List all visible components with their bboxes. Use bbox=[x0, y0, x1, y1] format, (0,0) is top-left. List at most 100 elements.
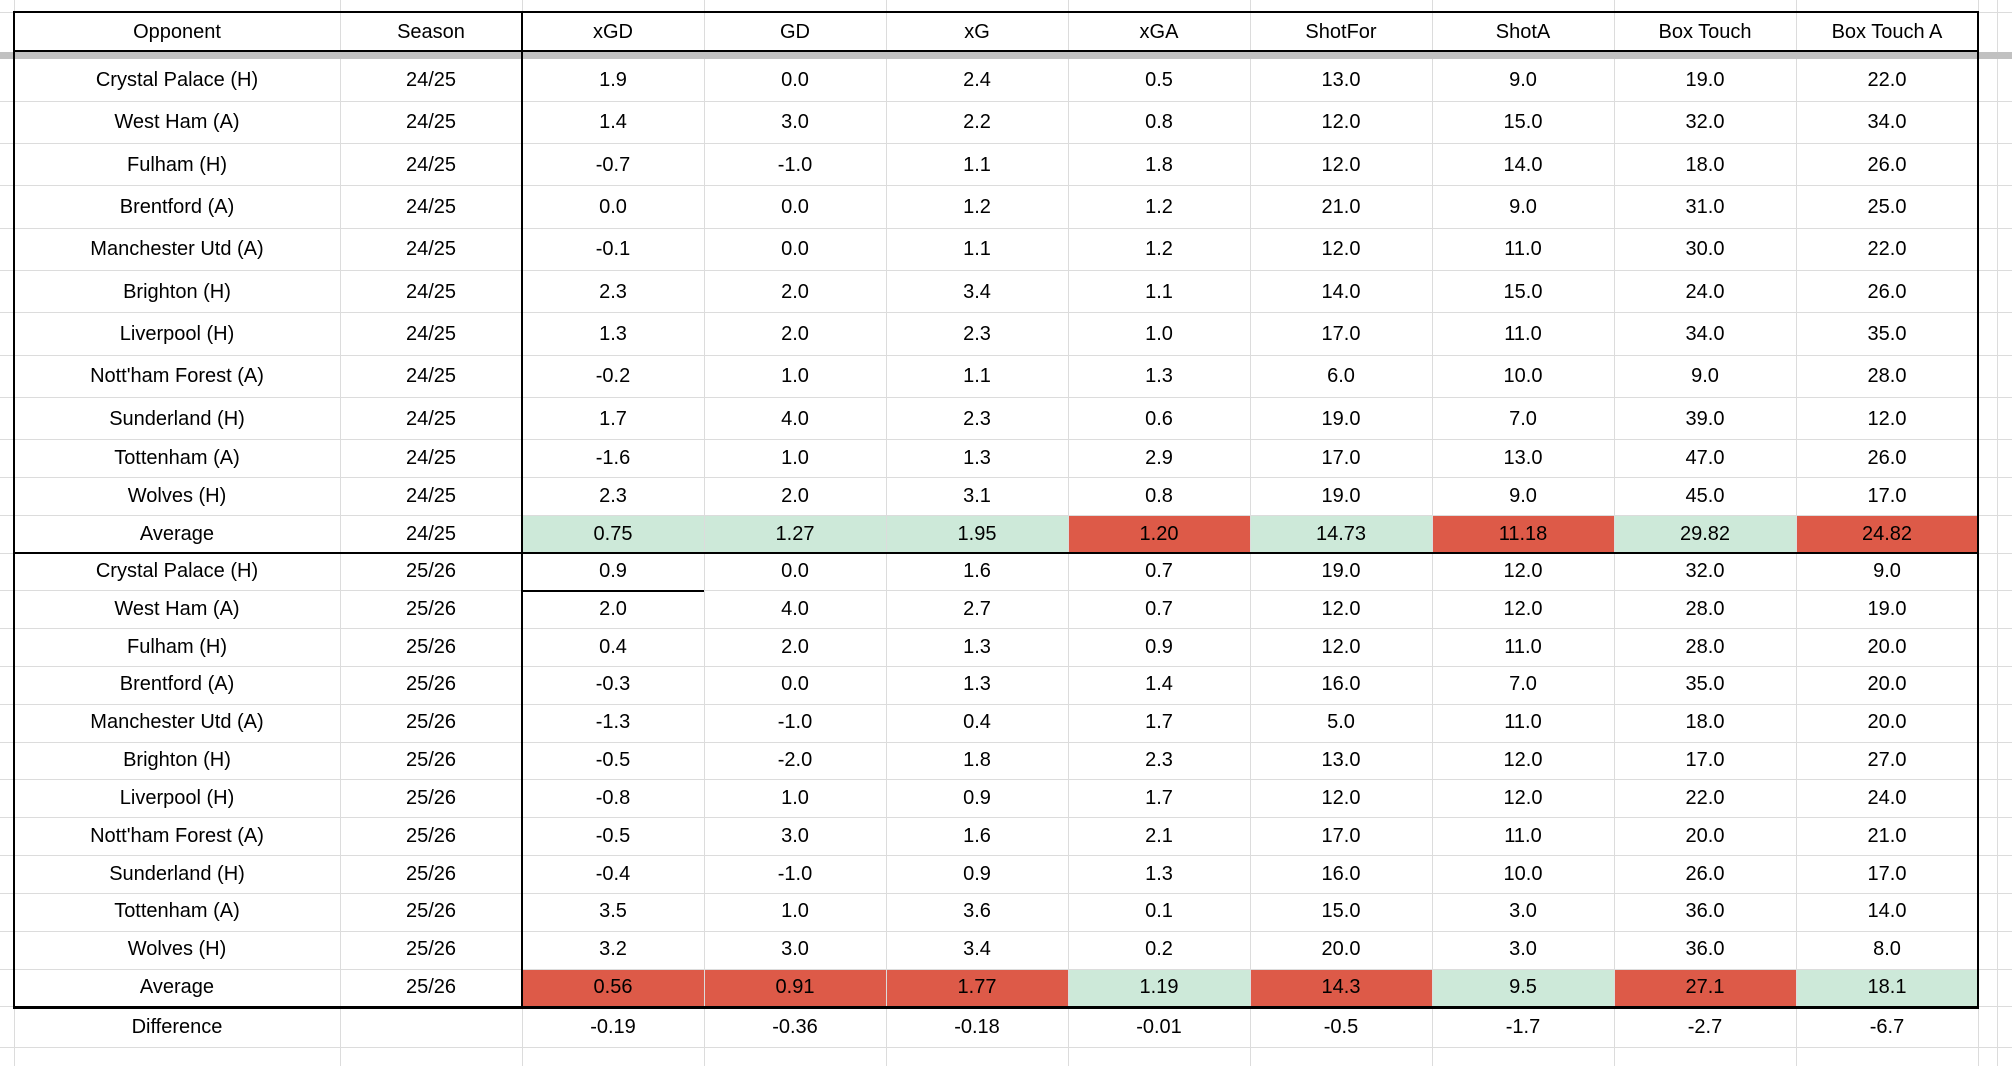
cell-value[interactable]: -1.3 bbox=[595, 711, 631, 734]
cell-value[interactable]: 17.0 bbox=[1867, 485, 1907, 507]
cell-value[interactable]: 3.4 bbox=[963, 280, 991, 303]
cell-value[interactable]: 0.56 bbox=[593, 976, 633, 999]
cell-value[interactable]: 14.0 bbox=[1321, 280, 1361, 303]
cell-value[interactable]: 26.0 bbox=[1867, 280, 1907, 303]
cell-value[interactable]: 2.3 bbox=[1145, 749, 1173, 772]
cell-season[interactable]: 25/26 bbox=[405, 900, 457, 923]
cell-value[interactable]: 12.0 bbox=[1503, 560, 1543, 582]
cell-season[interactable]: 24/25 bbox=[405, 447, 457, 469]
cell-season[interactable]: 24/25 bbox=[405, 407, 457, 430]
cell-value[interactable]: 22.0 bbox=[1867, 69, 1907, 91]
cell-value[interactable]: 3.2 bbox=[599, 938, 627, 961]
cell-value[interactable]: 21.0 bbox=[1867, 824, 1907, 847]
cell-opponent[interactable]: Tottenham (A) bbox=[114, 447, 240, 469]
cell-opponent[interactable]: Average bbox=[139, 523, 215, 545]
cell-value[interactable]: 9.5 bbox=[1509, 976, 1537, 999]
cell-value[interactable]: 2.0 bbox=[599, 597, 627, 620]
cell-value[interactable]: 12.0 bbox=[1321, 597, 1361, 620]
cell-value[interactable]: 20.0 bbox=[1867, 673, 1907, 696]
cell-value[interactable]: 0.4 bbox=[599, 635, 627, 658]
cell-value[interactable]: 4.0 bbox=[781, 407, 809, 430]
cell-value[interactable]: 9.0 bbox=[1691, 365, 1719, 388]
cell-season[interactable]: 24/25 bbox=[405, 238, 457, 261]
cell-value[interactable]: 12.0 bbox=[1321, 635, 1361, 658]
cell-value[interactable]: 34.0 bbox=[1685, 322, 1725, 345]
cell-value[interactable]: 1.7 bbox=[599, 407, 627, 430]
cell-opponent[interactable]: Crystal Palace (H) bbox=[95, 560, 259, 582]
cell-value[interactable]: 11.18 bbox=[1498, 523, 1548, 545]
cell-opponent[interactable]: Brentford (A) bbox=[119, 673, 235, 696]
cell-value[interactable]: 12.0 bbox=[1503, 786, 1543, 809]
cell-value[interactable]: 5.0 bbox=[1327, 711, 1355, 734]
cell-opponent[interactable]: Manchester Utd (A) bbox=[90, 711, 264, 734]
cell-value[interactable]: 1.0 bbox=[1145, 322, 1173, 345]
cell-value[interactable]: 10.0 bbox=[1503, 862, 1543, 885]
cell-value[interactable]: 1.4 bbox=[599, 111, 627, 134]
cell-value[interactable]: 0.6 bbox=[1145, 407, 1173, 430]
cell-value[interactable]: 24.0 bbox=[1867, 786, 1907, 809]
cell-value[interactable]: 39.0 bbox=[1685, 407, 1725, 430]
cell-season[interactable]: 24/25 bbox=[405, 322, 457, 345]
cell-value[interactable]: 19.0 bbox=[1867, 597, 1907, 620]
cell-value[interactable]: 3.5 bbox=[599, 900, 627, 923]
cell-value[interactable]: 11.0 bbox=[1504, 238, 1542, 261]
cell-value[interactable]: -1.0 bbox=[777, 711, 813, 734]
cell-value[interactable]: 0.1 bbox=[1145, 900, 1173, 923]
cell-value[interactable]: 0.9 bbox=[1145, 635, 1173, 658]
cell-value[interactable]: 24.0 bbox=[1685, 280, 1725, 303]
cell-opponent[interactable]: Liverpool (H) bbox=[119, 322, 235, 345]
cell-season[interactable]: 24/25 bbox=[405, 365, 457, 388]
cell-value[interactable]: -0.19 bbox=[590, 1016, 636, 1038]
cell-value[interactable]: 0.0 bbox=[781, 238, 809, 261]
cell-value[interactable]: 2.0 bbox=[781, 635, 809, 658]
cell-value[interactable]: 20.0 bbox=[1867, 635, 1907, 658]
cell-value[interactable]: 14.0 bbox=[1503, 153, 1543, 176]
cell-value[interactable]: 2.1 bbox=[1145, 824, 1173, 847]
cell-opponent[interactable]: Difference bbox=[131, 1016, 223, 1038]
cell-value[interactable]: 1.1 bbox=[963, 238, 991, 261]
cell-value[interactable]: 0.9 bbox=[963, 862, 991, 885]
cell-value[interactable]: 9.0 bbox=[1509, 485, 1537, 507]
cell-value[interactable]: 16.0 bbox=[1321, 862, 1361, 885]
cell-value[interactable]: 2.0 bbox=[781, 485, 809, 507]
cell-opponent[interactable]: Brighton (H) bbox=[123, 749, 231, 772]
cell-value[interactable]: 1.1 bbox=[963, 365, 991, 388]
cell-value[interactable]: 8.0 bbox=[1873, 938, 1901, 961]
cell-value[interactable]: 2.0 bbox=[781, 322, 809, 345]
cell-value[interactable]: 3.0 bbox=[781, 824, 809, 847]
cell-value[interactable]: 0.75 bbox=[593, 523, 633, 545]
cell-value[interactable]: 28.0 bbox=[1685, 597, 1725, 620]
cell-value[interactable]: 1.77 bbox=[957, 976, 997, 999]
cell-value[interactable]: 36.0 bbox=[1685, 900, 1725, 923]
cell-season[interactable]: 24/25 bbox=[405, 111, 457, 134]
cell-value[interactable]: 1.95 bbox=[957, 523, 997, 545]
column-header[interactable]: xG bbox=[964, 21, 990, 43]
cell-value[interactable]: 2.4 bbox=[963, 69, 991, 91]
cell-value[interactable]: -0.5 bbox=[595, 749, 631, 772]
cell-value[interactable]: 14.3 bbox=[1321, 976, 1361, 999]
cell-value[interactable]: 0.9 bbox=[963, 786, 991, 809]
cell-value[interactable]: 0.2 bbox=[1145, 938, 1173, 961]
cell-value[interactable]: 21.0 bbox=[1321, 195, 1361, 218]
cell-value[interactable]: 45.0 bbox=[1685, 485, 1725, 507]
cell-value[interactable]: 20.0 bbox=[1867, 711, 1907, 734]
cell-value[interactable]: -1.6 bbox=[595, 447, 631, 469]
cell-season[interactable]: 25/26 bbox=[405, 635, 457, 658]
column-header[interactable]: Opponent bbox=[133, 21, 221, 43]
cell-value[interactable]: 12.0 bbox=[1867, 407, 1907, 430]
cell-value[interactable]: 17.0 bbox=[1685, 749, 1725, 772]
cell-value[interactable]: 13.0 bbox=[1321, 749, 1361, 772]
cell-value[interactable]: 0.0 bbox=[599, 195, 627, 218]
cell-value[interactable]: -0.18 bbox=[954, 1016, 1000, 1038]
cell-value[interactable]: 19.0 bbox=[1321, 560, 1361, 582]
cell-value[interactable]: 13.0 bbox=[1503, 447, 1543, 469]
cell-value[interactable]: 16.0 bbox=[1321, 673, 1361, 696]
cell-value[interactable]: -0.7 bbox=[595, 153, 631, 176]
cell-value[interactable]: 2.3 bbox=[599, 280, 627, 303]
cell-season[interactable]: 25/26 bbox=[405, 597, 457, 620]
cell-opponent[interactable]: Wolves (H) bbox=[127, 485, 227, 507]
cell-value[interactable]: -1.0 bbox=[777, 862, 813, 885]
cell-value[interactable]: 12.0 bbox=[1321, 153, 1361, 176]
cell-season[interactable]: 25/26 bbox=[405, 673, 457, 696]
cell-value[interactable]: 17.0 bbox=[1321, 447, 1361, 469]
